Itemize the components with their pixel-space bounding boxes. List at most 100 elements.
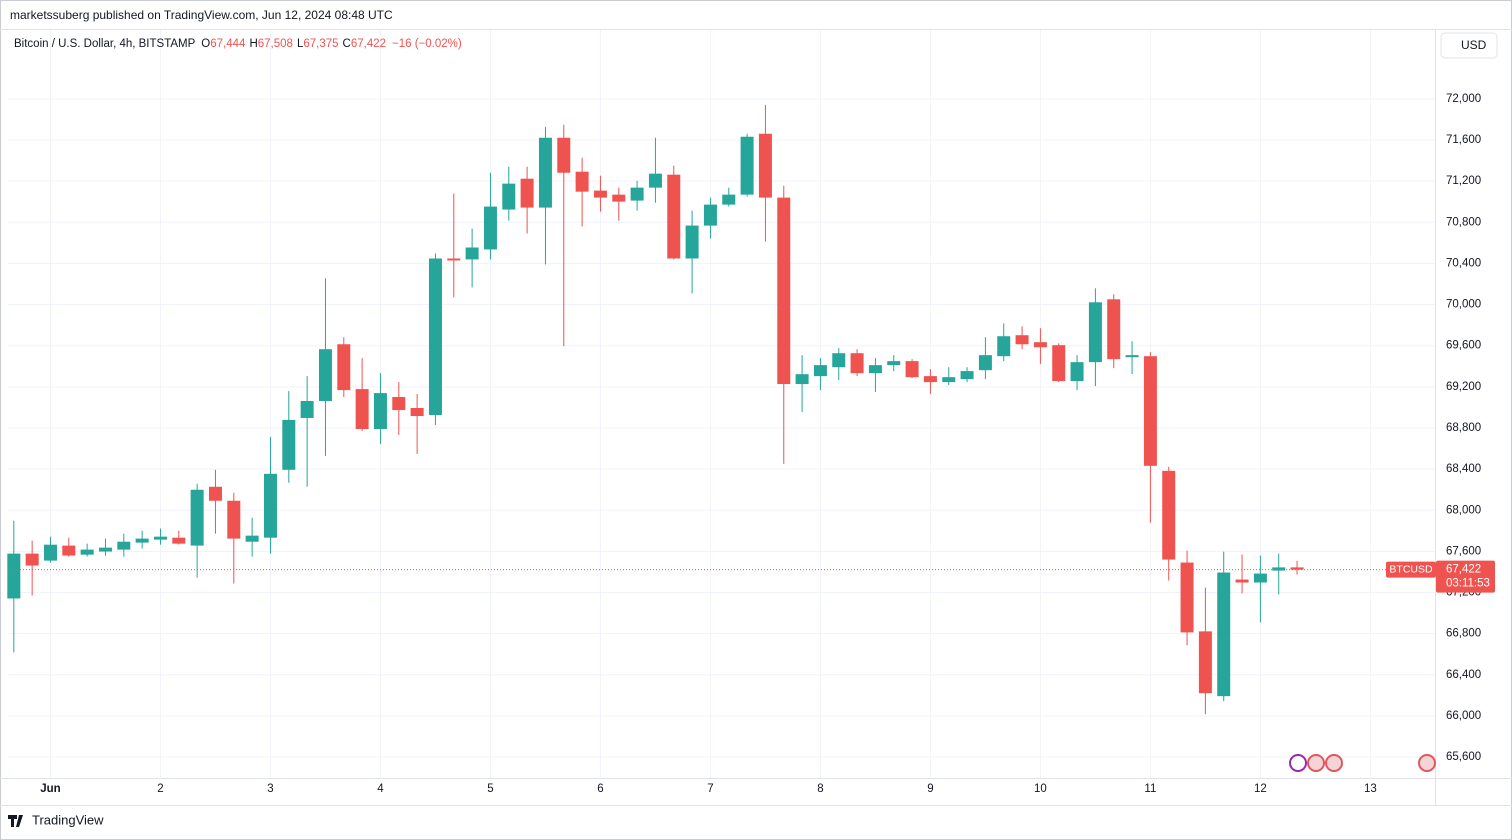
candle-body (795, 374, 809, 385)
x-tick-label: 13 (1364, 783, 1377, 795)
price-tag-label: 67,422 (1446, 564, 1481, 576)
candle-body (483, 206, 497, 250)
currency-label[interactable]: USD (1461, 38, 1487, 52)
candle-body (465, 247, 479, 260)
symbol-tag (1386, 561, 1436, 578)
y-tick-label: 66,400 (1446, 669, 1481, 681)
status-line: Bitcoin / U.S. Dollar, 4h, BITSTAMP O67,4… (14, 38, 462, 50)
candle-body (593, 190, 607, 198)
y-tick-label: 69,600 (1446, 340, 1481, 352)
y-tick-label: 65,600 (1446, 751, 1481, 763)
candle-body (960, 371, 974, 380)
x-tick-label: 6 (597, 783, 603, 795)
candle-body (648, 173, 662, 188)
candle-body (1107, 299, 1121, 360)
candle-body (758, 133, 772, 198)
candle-body (282, 419, 296, 470)
candle-body (245, 535, 259, 542)
candle-body (428, 258, 442, 416)
candle-body (997, 336, 1011, 357)
candle-body (80, 549, 94, 555)
candle-body (153, 536, 167, 540)
ohlc-key: L (297, 38, 304, 50)
candle-body (43, 544, 57, 561)
candle-body (1272, 567, 1286, 571)
x-tick-label: 2 (157, 783, 163, 795)
candle-body (722, 194, 736, 205)
candle-body (1033, 342, 1047, 348)
x-tick-label: 11 (1144, 783, 1156, 795)
candle-body (62, 545, 76, 556)
candle-body (1143, 356, 1157, 466)
y-tick-label: 72,000 (1446, 93, 1481, 105)
candle-body (25, 553, 39, 566)
y-tick-label: 70,800 (1446, 216, 1481, 228)
candle-body (1088, 302, 1102, 363)
candle-body (575, 171, 589, 192)
candle-body (777, 197, 791, 385)
candle-body (813, 365, 827, 377)
y-tick-label: 70,400 (1446, 257, 1481, 269)
candle-body (832, 353, 846, 368)
event-icon[interactable] (1289, 754, 1307, 772)
candle-body (905, 361, 919, 378)
candle-body (355, 389, 369, 429)
tv-logo: TradingView (8, 812, 104, 827)
candle-body (410, 408, 424, 417)
currency-button[interactable] (1440, 32, 1498, 59)
candle-body (98, 547, 112, 552)
candle-body (557, 137, 571, 173)
ohlc-key: C (343, 38, 351, 50)
x-tick-label: 5 (487, 783, 493, 795)
candle-body (685, 225, 699, 259)
candle-body (1198, 631, 1212, 694)
candle-body (1162, 470, 1176, 560)
ohlc-key: H (249, 38, 257, 50)
logo-mark (8, 815, 23, 827)
candle-body (978, 355, 992, 371)
candle-body (373, 393, 387, 429)
ohlc-value: 67,375 (303, 38, 338, 50)
x-tick-label: 3 (267, 783, 273, 795)
candle-body (392, 397, 406, 411)
y-tick-label: 71,600 (1446, 134, 1481, 146)
x-tick-label: Jun (40, 783, 60, 795)
candle-body (172, 537, 186, 544)
x-tick-label: 9 (927, 783, 933, 795)
y-tick-label: 66,800 (1446, 628, 1481, 640)
ohlc-value: 67,422 (351, 38, 386, 50)
candle-body (135, 538, 149, 543)
candle-body (703, 204, 717, 226)
candle-body (1052, 345, 1066, 382)
event-icon[interactable] (1325, 754, 1343, 772)
y-tick-label: 71,200 (1446, 175, 1481, 187)
candle-body (942, 377, 956, 383)
y-tick-label: 68,400 (1446, 463, 1481, 475)
candle-body (868, 365, 882, 374)
symbol-name: Bitcoin / U.S. Dollar, 4h, BITSTAMP (14, 38, 196, 50)
candle-body (667, 174, 681, 259)
event-icons[interactable] (1289, 754, 1436, 772)
candle-body (227, 500, 241, 539)
x-tick-label: 12 (1254, 783, 1267, 795)
candle-body (318, 349, 332, 402)
candle-body (1217, 572, 1231, 697)
event-icon[interactable] (1307, 754, 1325, 772)
event-icon[interactable] (1418, 754, 1436, 772)
candle-body (447, 258, 461, 261)
price-tag (1436, 560, 1495, 593)
candle-body (1253, 573, 1267, 583)
candle-body (612, 194, 626, 202)
candle-body (502, 183, 516, 210)
published-note: marketssuberg published on TradingView.c… (10, 8, 393, 22)
logo-text: TradingView (32, 812, 104, 827)
symbol-tag-label: BTCUSD (1389, 563, 1433, 575)
candle-body (740, 136, 754, 195)
y-tick-label: 69,200 (1446, 381, 1481, 393)
candle-body (538, 137, 552, 208)
ohlc-value: 67,508 (258, 38, 293, 50)
candle-body (337, 344, 351, 391)
y-tick-label: 67,600 (1446, 545, 1481, 557)
